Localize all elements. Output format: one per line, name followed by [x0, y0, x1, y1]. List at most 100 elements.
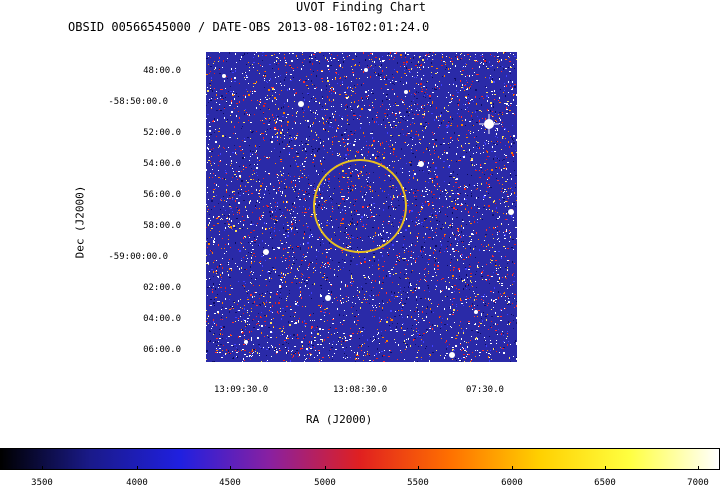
noise-pixel — [289, 324, 291, 326]
noise-pixel — [495, 120, 496, 121]
noise-pixel — [345, 286, 346, 287]
noise-pixel — [465, 267, 466, 268]
noise-pixel — [374, 355, 375, 356]
noise-pixel — [243, 237, 244, 239]
noise-pixel — [207, 206, 208, 207]
noise-pixel — [262, 302, 263, 304]
sky-image[interactable] — [206, 52, 517, 362]
noise-pixel — [411, 210, 413, 212]
noise-pixel — [307, 227, 308, 228]
noise-pixel — [284, 103, 285, 104]
noise-pixel — [442, 191, 443, 192]
noise-pixel — [213, 148, 214, 149]
noise-pixel — [372, 274, 373, 275]
noise-pixel — [500, 293, 501, 294]
noise-pixel — [351, 283, 353, 284]
noise-pixel — [348, 124, 350, 125]
noise-pixel — [290, 360, 291, 362]
noise-pixel — [243, 247, 244, 248]
noise-pixel — [457, 228, 458, 229]
noise-pixel — [458, 240, 459, 241]
noise-pixel — [334, 274, 335, 276]
noise-pixel — [207, 211, 208, 212]
noise-pixel — [467, 354, 468, 355]
noise-pixel — [382, 56, 383, 57]
noise-pixel — [279, 300, 280, 301]
noise-pixel — [269, 277, 270, 279]
noise-pixel — [279, 297, 280, 298]
noise-pixel — [424, 75, 425, 76]
noise-pixel — [242, 349, 244, 350]
noise-pixel — [432, 238, 433, 240]
noise-pixel — [208, 64, 209, 65]
noise-pixel — [443, 227, 444, 228]
noise-pixel — [395, 207, 397, 208]
noise-pixel — [213, 191, 214, 193]
noise-pixel — [421, 91, 423, 92]
noise-pixel — [433, 146, 434, 148]
noise-pixel — [342, 347, 344, 348]
noise-pixel — [487, 191, 488, 192]
noise-pixel — [510, 86, 511, 87]
noise-pixel — [228, 226, 229, 227]
noise-pixel — [303, 116, 304, 117]
noise-pixel — [243, 200, 245, 201]
noise-pixel — [294, 145, 296, 146]
noise-pixel — [476, 103, 477, 105]
noise-pixel — [230, 115, 231, 116]
noise-pixel — [214, 183, 215, 184]
noise-pixel — [364, 329, 365, 330]
noise-pixel — [330, 148, 331, 149]
noise-pixel — [497, 233, 498, 234]
noise-pixel — [459, 292, 460, 293]
noise-pixel — [241, 350, 242, 351]
noise-pixel — [507, 296, 508, 297]
noise-pixel — [461, 109, 462, 110]
noise-pixel — [367, 353, 368, 355]
noise-pixel — [261, 215, 262, 217]
noise-pixel — [465, 119, 466, 121]
noise-pixel — [430, 105, 431, 106]
noise-pixel — [439, 250, 440, 252]
noise-pixel — [361, 350, 362, 351]
noise-pixel — [516, 344, 517, 345]
noise-pixel — [394, 292, 395, 294]
noise-pixel — [331, 106, 332, 107]
noise-pixel — [235, 68, 236, 69]
noise-pixel — [275, 216, 277, 217]
noise-pixel — [255, 145, 256, 147]
noise-pixel — [434, 249, 435, 250]
noise-pixel — [505, 267, 507, 268]
noise-pixel — [271, 227, 272, 228]
noise-pixel — [322, 253, 323, 254]
noise-pixel — [441, 60, 442, 61]
noise-pixel — [238, 300, 239, 301]
noise-pixel — [272, 136, 273, 138]
noise-pixel — [332, 359, 333, 360]
noise-pixel — [251, 168, 252, 169]
noise-pixel — [215, 67, 216, 69]
noise-pixel — [299, 199, 301, 200]
noise-pixel — [219, 57, 220, 59]
noise-pixel — [417, 190, 419, 191]
noise-pixel — [465, 299, 467, 300]
noise-pixel — [361, 331, 363, 332]
noise-pixel — [449, 102, 451, 103]
noise-pixel — [442, 154, 443, 155]
noise-pixel — [346, 199, 348, 200]
noise-pixel — [405, 292, 406, 293]
noise-pixel — [294, 346, 296, 347]
noise-pixel — [505, 300, 506, 301]
noise-pixel — [377, 151, 378, 152]
noise-pixel — [235, 149, 236, 150]
noise-pixel — [504, 347, 505, 348]
noise-pixel — [459, 276, 460, 277]
noise-pixel — [230, 268, 232, 269]
noise-pixel — [490, 174, 491, 175]
noise-pixel — [490, 75, 491, 76]
noise-pixel — [306, 157, 307, 158]
noise-pixel — [262, 60, 263, 61]
noise-pixel — [413, 334, 414, 335]
noise-pixel — [496, 270, 497, 271]
noise-pixel — [229, 259, 230, 260]
